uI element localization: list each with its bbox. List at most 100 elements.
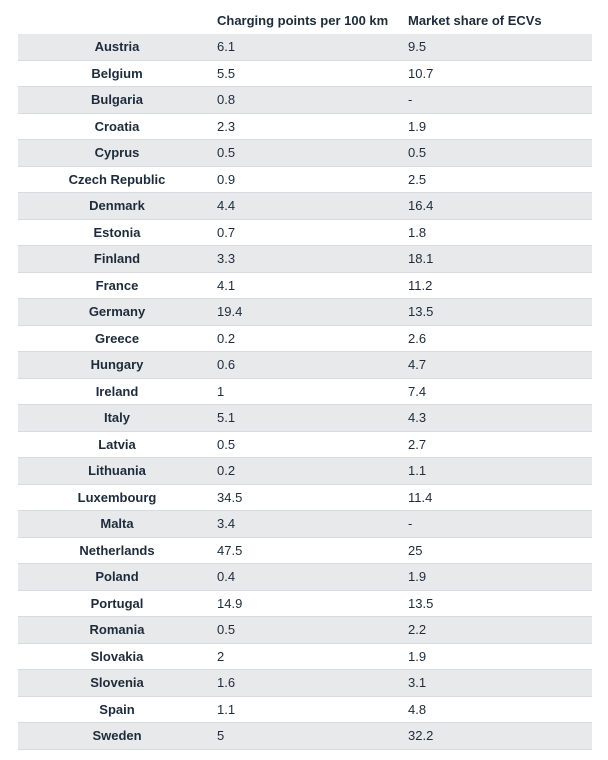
- cell-market-share: 1.9: [408, 118, 427, 134]
- cell-charging-points: 2.3: [217, 118, 236, 134]
- row-country-label: Bulgaria: [90, 92, 143, 107]
- cell-market-share: 13.5: [408, 304, 434, 319]
- cell-charging-points: 0.9: [217, 171, 236, 187]
- table-row: Estonia 0.7 1.8: [18, 220, 592, 246]
- cell-charging-points: 4.4: [217, 198, 236, 213]
- cell-market-share: 32.2: [408, 728, 434, 743]
- cell-charging-points: 3.4: [217, 516, 236, 531]
- table-row: Portugal 14.9 13.5: [18, 591, 592, 617]
- cell-market-share: 9.5: [408, 39, 427, 54]
- cell-charging-points: 47.5: [217, 542, 243, 558]
- table-row: Romania 0.5 2.2: [18, 617, 592, 644]
- row-country-label: Romania: [89, 622, 145, 637]
- cell-market-share: 2.7: [408, 436, 427, 452]
- cell-charging-points: 5: [217, 728, 225, 743]
- row-country-label: Portugal: [90, 595, 144, 611]
- cell-market-share: 0.5: [408, 145, 427, 160]
- row-country-label: Croatia: [94, 118, 140, 134]
- row-country-label: Greece: [94, 330, 140, 346]
- table-row: Malta 3.4 -: [18, 511, 592, 538]
- row-country-label: Latvia: [98, 436, 136, 452]
- table-row: Netherlands 47.5 25: [18, 538, 592, 564]
- cell-market-share: 11.4: [408, 489, 433, 505]
- row-country-label: Denmark: [89, 198, 145, 213]
- cell-charging-points: 0.4: [217, 569, 236, 584]
- table-row: Lithuania 0.2 1.1: [18, 458, 592, 485]
- cell-charging-points: 2: [217, 648, 225, 664]
- row-country-label: Hungary: [90, 357, 144, 372]
- cell-charging-points: 6.1: [217, 39, 236, 54]
- table-row: Czech Republic 0.9 2.5: [18, 167, 592, 193]
- table-row: Bulgaria 0.8 -: [18, 87, 592, 114]
- cell-charging-points: 0.2: [217, 330, 236, 346]
- row-country-label: Lithuania: [88, 463, 146, 478]
- cell-market-share: 1.9: [408, 569, 427, 584]
- row-country-label: Cyprus: [94, 145, 140, 160]
- table-row: Slovenia 1.6 3.1: [18, 670, 592, 697]
- cell-market-share: 2.6: [408, 330, 427, 346]
- row-country-label: Netherlands: [79, 542, 155, 558]
- cell-charging-points: 34.5: [217, 489, 243, 505]
- cell-market-share: 1.1: [408, 463, 427, 478]
- cell-charging-points: 1.1: [217, 701, 236, 717]
- cell-market-share: 4.8: [408, 701, 427, 717]
- table-row: Sweden 5 32.2: [18, 723, 592, 750]
- cell-charging-points: 0.5: [217, 622, 236, 637]
- cell-market-share: 13.5: [408, 595, 434, 611]
- row-country-label: Estonia: [93, 224, 141, 240]
- cell-charging-points: 5.1: [217, 410, 236, 425]
- cell-market-share: -: [408, 516, 413, 531]
- cell-market-share: 2.5: [408, 171, 427, 187]
- table-row: Spain 1.1 4.8: [18, 697, 592, 723]
- cell-market-share: 10.7: [408, 65, 434, 81]
- row-country-label: Spain: [99, 701, 135, 717]
- cell-charging-points: 0.6: [217, 357, 236, 372]
- table-row: Finland 3.3 18.1: [18, 246, 592, 273]
- row-country-label: Germany: [88, 304, 146, 319]
- cell-charging-points: 1: [217, 383, 225, 399]
- row-country-label: Austria: [94, 39, 140, 54]
- table-row: Cyprus 0.5 0.5: [18, 140, 592, 167]
- table-row: France 4.1 11.2: [18, 273, 592, 299]
- row-country-label: Poland: [95, 569, 139, 584]
- cell-market-share: -: [408, 92, 413, 107]
- row-country-label: Sweden: [92, 728, 142, 743]
- cell-charging-points: 14.9: [217, 595, 243, 611]
- cell-charging-points: 1.6: [217, 675, 236, 690]
- cell-charging-points: 0.8: [217, 92, 236, 107]
- cell-charging-points: 4.1: [217, 277, 236, 293]
- row-country-label: Ireland: [95, 383, 139, 399]
- table-row: Latvia 0.5 2.7: [18, 432, 592, 458]
- table-row: Hungary 0.6 4.7: [18, 352, 592, 379]
- cell-market-share: 25: [408, 542, 423, 558]
- cell-market-share: 18.1: [408, 251, 434, 266]
- column-header-market-share: Market share of ECVs: [408, 13, 542, 28]
- cell-market-share: 4.3: [408, 410, 427, 425]
- table-row: Belgium 5.5 10.7: [18, 61, 592, 87]
- table-row: Austria 6.1 9.5: [18, 34, 592, 61]
- table-row: Poland 0.4 1.9: [18, 564, 592, 591]
- row-country-label: Finland: [93, 251, 141, 266]
- cell-charging-points: 0.2: [217, 463, 236, 478]
- cell-market-share: 2.2: [408, 622, 427, 637]
- table-row: Luxembourg 34.5 11.4: [18, 485, 592, 511]
- cell-charging-points: 5.5: [217, 65, 236, 81]
- row-country-label: Italy: [103, 410, 130, 425]
- row-country-label: Luxembourg: [77, 489, 157, 505]
- column-header-charging-points: Charging points per 100 km: [217, 13, 389, 28]
- table-row: Germany 19.4 13.5: [18, 299, 592, 326]
- table-row: Slovakia 2 1.9: [18, 644, 592, 670]
- cell-market-share: 1.8: [408, 224, 427, 240]
- row-country-label: Slovakia: [90, 648, 144, 664]
- cell-market-share: 4.7: [408, 357, 427, 372]
- cell-market-share: 11.2: [408, 277, 433, 293]
- cell-charging-points: 0.5: [217, 145, 236, 160]
- cell-charging-points: 19.4: [217, 304, 243, 319]
- cell-charging-points: 3.3: [217, 251, 236, 266]
- cell-market-share: 1.9: [408, 648, 427, 664]
- table-row: Ireland 1 7.4: [18, 379, 592, 405]
- row-country-label: France: [95, 277, 139, 293]
- table-row: Greece 0.2 2.6: [18, 326, 592, 352]
- table-row: Italy 5.1 4.3: [18, 405, 592, 432]
- table-body: Austria 6.1 9.5 Belgium 5.5 10.7 Bulgaria 0.8- C…: [18, 34, 592, 750]
